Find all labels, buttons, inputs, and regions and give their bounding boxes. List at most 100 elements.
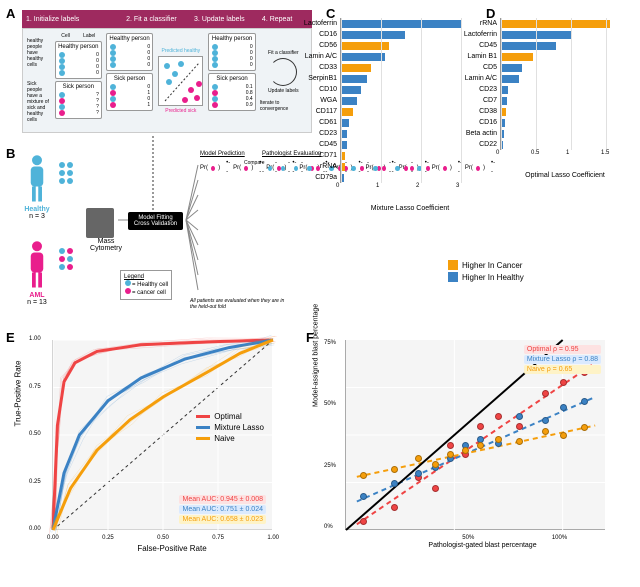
side-note-s: Sick people have a mixture of sick and h… (27, 81, 51, 123)
bar-row: Lamin A/C (501, 73, 630, 84)
f-xlabel: Pathologist-gated blast percentage (345, 542, 620, 549)
bar-row: CD7 (501, 95, 630, 106)
e-ylabel: True-Positive Rate (14, 361, 23, 427)
scatter-point (432, 485, 439, 492)
bar-label: CD56 (287, 42, 341, 49)
classifier-box (158, 56, 203, 106)
bar-label: CD61 (287, 119, 341, 126)
copy-sick-box: Sick person 0 1 0 1 (106, 73, 153, 111)
upd-sick-box: Sick person 0.1 0.8 0.4 0.9 (208, 73, 255, 111)
bar (501, 86, 508, 94)
bar-label: CD45 (447, 42, 501, 49)
step-3: 3. Update labels (190, 14, 258, 25)
c-xlabel: Mixture Lasso Coefficient (340, 205, 480, 212)
bar (501, 64, 522, 72)
scatter-point (415, 455, 422, 462)
bar-row: CD38 (501, 106, 630, 117)
pred-healthy: Predicted healthy (161, 48, 200, 54)
roc-legend-item: Optimal (214, 412, 242, 421)
side-note-h: healthy people have healthy cells (27, 38, 51, 68)
healthy-label: Healthy (22, 206, 52, 213)
panel-a-label: A (6, 6, 15, 21)
bar (341, 97, 357, 105)
bar-label: CD45 (287, 141, 341, 148)
roc-plot: OptimalMixture LassoNaive Mean AUC: 0.94… (52, 340, 272, 530)
scatter-point (447, 451, 454, 458)
bar-label: CD7 (447, 97, 501, 104)
legend-cancer: Higher In Cancer (462, 261, 522, 270)
legend-c: = cancer cell (132, 290, 166, 296)
f-legend-item: Optimal ρ = 0.95 (524, 345, 601, 354)
bar-label: CD33 (287, 64, 341, 71)
bar-label: Lactoferrin (447, 31, 501, 38)
bar (501, 75, 519, 83)
bar-label: CD71 (287, 152, 341, 159)
scatter-point (516, 438, 523, 445)
bar-label: Lamin A/C (287, 53, 341, 60)
bar (341, 31, 405, 39)
bar (341, 75, 367, 83)
f-legend: Optimal ρ = 0.95Mixture Lasso ρ = 0.88Na… (524, 344, 601, 375)
bar (341, 20, 461, 28)
healthy-body-icon (22, 154, 52, 204)
auc-text: Mean AUC: 0.658 ± 0.023 (179, 515, 266, 524)
healthy-title3: Healthy person (211, 36, 252, 42)
legend-healthy-sq (448, 272, 458, 282)
bar-label: CD5 (447, 64, 501, 71)
scatter-point (477, 423, 484, 430)
legend-healthy: Higher In Healthy (462, 273, 524, 282)
aml-n: n = 13 (22, 299, 52, 306)
f-legend-item: Mixture Lasso ρ = 0.88 (524, 355, 601, 364)
panel-b: Healthy n = 3 AML n = 13 Mass Cytometry … (22, 150, 312, 315)
bar-row: CD71 (341, 150, 480, 161)
roc-legend: OptimalMixture LassoNaive (196, 410, 264, 445)
bar-row: CD79a (341, 172, 480, 183)
bar (501, 20, 610, 28)
scatter-point (560, 432, 567, 439)
cell-header: Cell (61, 33, 70, 39)
bar (501, 53, 533, 61)
auc-text: Mean AUC: 0.945 ± 0.008 (179, 495, 266, 504)
scatter-plot: Optimal ρ = 0.95Mixture Lasso ρ = 0.88Na… (345, 340, 605, 530)
legend-box: Legend = Healthy cell = cancer cell (120, 270, 172, 300)
bar-label: CD117 (287, 108, 341, 115)
bar (501, 42, 556, 50)
bar-label: rRNA (447, 20, 501, 27)
bar-row: CD22 (501, 139, 630, 150)
bar (341, 53, 385, 61)
panel-d-label: D (486, 6, 495, 21)
scatter-point (432, 461, 439, 468)
bar-label: Lactoferrin (287, 20, 341, 27)
legend-cancer-sq (448, 260, 458, 270)
roc-legend-item: Mixture Lasso (214, 423, 264, 432)
bar (341, 119, 349, 127)
bar-row: rRNA (501, 18, 630, 29)
scatter-point (560, 404, 567, 411)
scatter-point (477, 442, 484, 449)
scatter-point (447, 442, 454, 449)
bar-label: SerpinB1 (287, 75, 341, 82)
init-sick-box: Sick person ???? (55, 81, 102, 119)
scatter-point (495, 436, 502, 443)
roc-auc: Mean AUC: 0.945 ± 0.008Mean AUC: 0.751 ±… (179, 494, 266, 525)
bar (341, 108, 353, 116)
healthy-n: n = 3 (22, 213, 52, 220)
bar-row: Lactoferrin (501, 29, 630, 40)
panel-e: True-Positive Rate OptimalMixture LassoN… (22, 340, 292, 570)
scatter-point (391, 466, 398, 473)
pred-sick: Predicted sick (165, 108, 196, 114)
bar-row: CD16 (501, 117, 630, 128)
f-ylabel: Model-assigned blast percentage (313, 304, 320, 407)
panel-a-body: healthy people have healthy cells Sick p… (22, 28, 312, 133)
bar-label: Lamin A/C (447, 75, 501, 82)
footnote: All patients are evaluated when they are… (190, 298, 290, 310)
bar-label: rRNA (287, 163, 341, 170)
step-2: 2. Fit a classifier (122, 14, 190, 25)
panel-d-chart: rRNALactoferrinCD45Lamin B1CD5Lamin A/CC… (500, 18, 630, 179)
bar-row: CD23 (501, 84, 630, 95)
f-legend-item: Naive ρ = 0.65 (524, 365, 601, 374)
panel-a-header: 1. Initialize labels 2. Fit a classifier… (22, 10, 312, 28)
bar-label: CD10 (287, 86, 341, 93)
sick-title: Sick person (58, 84, 99, 90)
bar-row: Lamin B1 (501, 51, 630, 62)
